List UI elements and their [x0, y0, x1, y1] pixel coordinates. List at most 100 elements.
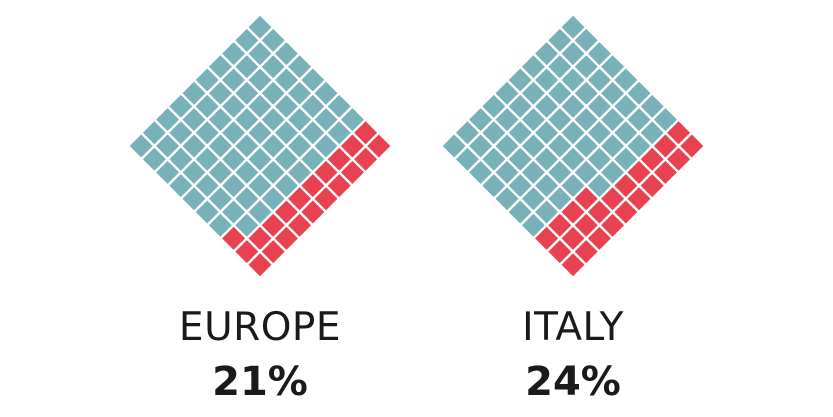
waffle-cell [561, 121, 585, 145]
waffle-cell [169, 174, 193, 198]
waffle-cell [235, 134, 259, 158]
waffle-cell-highlight [640, 147, 664, 171]
waffle-cell [182, 187, 206, 211]
waffle-cell-highlight [288, 187, 312, 211]
waffle-cell-highlight [340, 160, 364, 184]
waffle-cell [614, 121, 638, 145]
waffle-cell [535, 42, 559, 66]
waffle-cell [561, 68, 585, 92]
waffle-cell [508, 147, 532, 171]
waffle-cell [208, 108, 232, 132]
waffle-cell [521, 160, 545, 184]
waffle-cell-highlight [314, 160, 338, 184]
waffle-cell [614, 147, 638, 171]
waffle-cell [156, 160, 180, 184]
waffle-cell [314, 108, 338, 132]
waffle-cell-highlight [667, 121, 691, 145]
waffle-cell [601, 55, 625, 79]
waffle-cell [301, 121, 325, 145]
waffle-cell [169, 94, 193, 118]
waffle-cell-highlight [627, 187, 651, 211]
waffle-cell [495, 160, 519, 184]
waffle-cell-highlight [288, 213, 312, 237]
waffle-cell [248, 200, 272, 224]
waffle-cell [274, 174, 298, 198]
waffle-cell [195, 121, 219, 145]
waffle-cell [548, 160, 572, 184]
waffle-cell-highlight [574, 213, 598, 237]
waffle-cell [222, 174, 246, 198]
waffle-cell [627, 134, 651, 158]
waffle-cell [314, 134, 338, 158]
waffle-cell [548, 134, 572, 158]
waffle-cell [208, 55, 232, 79]
waffle-cell [274, 94, 298, 118]
waffle-cell [274, 121, 298, 145]
waffle-cell [182, 108, 206, 132]
waffle-cell [548, 187, 572, 211]
waffle-cell [288, 55, 312, 79]
region-value-europe: 21% [212, 359, 308, 405]
waffle-cell [248, 68, 272, 92]
waffle-cell-highlight [601, 213, 625, 237]
waffle-cell [261, 108, 285, 132]
waffle-cell [195, 174, 219, 198]
waffle-cell-highlight [314, 187, 338, 211]
waffle-cell [548, 81, 572, 105]
waffle-cell [601, 108, 625, 132]
waffle-cell [535, 200, 559, 224]
waffle-cell [248, 121, 272, 145]
waffle-cell [169, 147, 193, 171]
waffle-cell [601, 160, 625, 184]
waffle-cell [574, 81, 598, 105]
waffle-cell [274, 68, 298, 92]
waffle-cell-highlight [640, 174, 664, 198]
waffle-cell [327, 121, 351, 145]
waffle-cell [469, 160, 493, 184]
waffle-cell [627, 108, 651, 132]
waffle-cell [548, 55, 572, 79]
waffle-cell [535, 121, 559, 145]
waffle-cell [640, 94, 664, 118]
waffle-cell [142, 121, 166, 145]
waffle-cell [288, 160, 312, 184]
waffle-cell [248, 174, 272, 198]
waffle-cell [587, 68, 611, 92]
waffle-cell [521, 187, 545, 211]
waffle-cell [156, 108, 180, 132]
waffle-cell-highlight [614, 200, 638, 224]
waffle-cell [508, 200, 532, 224]
waffle-cell [535, 68, 559, 92]
waffle-cell-highlight [354, 121, 378, 145]
waffle-cell [574, 55, 598, 79]
waffle-cell [535, 147, 559, 171]
waffle-cell-highlight [301, 174, 325, 198]
waffle-cell [195, 68, 219, 92]
waffle-cell [235, 55, 259, 79]
waffle-cell [521, 134, 545, 158]
waffle-cell [482, 94, 506, 118]
waffle-cell-highlight [248, 253, 272, 277]
waffle-cell [261, 187, 285, 211]
waffle-cell [195, 200, 219, 224]
waffle-cell-highlight [653, 160, 677, 184]
waffle-cell [222, 147, 246, 171]
waffle-cell [301, 68, 325, 92]
waffle-cell [601, 134, 625, 158]
waffle-cell [614, 94, 638, 118]
waffle-cell-highlight [235, 240, 259, 264]
waffle-cell [548, 28, 572, 52]
waffle-cell-highlight [301, 200, 325, 224]
waffle-cell [587, 121, 611, 145]
waffle-cell [587, 42, 611, 66]
waffle-cell [627, 81, 651, 105]
waffle-cell [182, 134, 206, 158]
waffle-cell-highlight [367, 134, 391, 158]
waffle-cell-highlight [653, 134, 677, 158]
waffle-cell [235, 28, 259, 52]
waffle-cell [235, 213, 259, 237]
waffle-europe [129, 15, 391, 277]
waffle-cell [561, 94, 585, 118]
waffle-cell [495, 134, 519, 158]
